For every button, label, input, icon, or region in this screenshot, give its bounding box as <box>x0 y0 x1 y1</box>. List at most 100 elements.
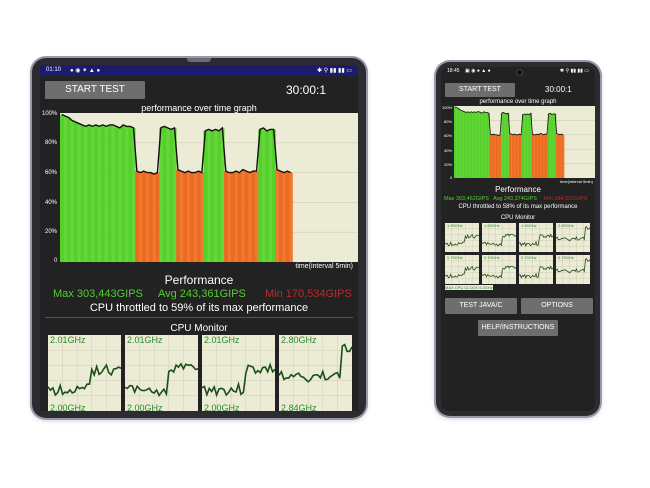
right-graph-bar <box>525 114 528 178</box>
left-graph-bar <box>261 127 266 262</box>
left-graph-bar <box>83 126 88 262</box>
right-graph-bar <box>515 134 518 178</box>
left-graph-bar <box>111 124 116 262</box>
left-hinge <box>187 58 211 62</box>
right-graph-bar <box>463 111 466 178</box>
right-graph-bar <box>541 134 544 178</box>
right-graph-bar <box>555 133 558 178</box>
left-graph-bar <box>101 124 105 262</box>
left-graph-title: performance over time graph <box>141 103 257 113</box>
left-cpu-graph-2 <box>125 335 198 411</box>
right-cpu-freq-7: 0.79GHz <box>521 255 537 260</box>
left-graph-bar <box>241 169 245 262</box>
right-cpu-monitor-8: 0.79GHz <box>556 255 590 284</box>
right-phone: 18:45 ▣ ◉ ● ▲ ● ✱ ⚲ ▮▮ ▮▮ ▭ START TEST 3… <box>436 62 600 416</box>
left-graph-bar <box>186 171 191 262</box>
right-graph-bar <box>542 134 545 178</box>
left-cpu-bottom-freq-2: 2.00GHz <box>127 403 163 411</box>
left-graph-bar <box>90 126 95 262</box>
right-avg-value: Avg 243,374GIPS <box>493 196 537 202</box>
right-graph-bar <box>499 134 502 178</box>
right-graph-bar <box>454 106 457 178</box>
right-graph-bar <box>520 134 523 178</box>
left-cpu-monitor-3: 2.01GHz 2.00GHz <box>202 335 275 411</box>
right-graph-bar <box>517 134 520 178</box>
left-avg-value: Avg 243,361GIPS <box>158 288 246 300</box>
right-graph-bar <box>492 134 495 178</box>
left-ytick-20: 20% <box>45 229 58 235</box>
right-cpu-monitor-trace <box>556 226 590 242</box>
left-ytick-80: 80% <box>45 140 58 146</box>
left-cpu-monitor-trace <box>202 362 275 398</box>
options-button[interactable]: OPTIONS <box>521 298 593 314</box>
right-start-test-button[interactable]: START TEST <box>445 83 515 97</box>
left-graph-bar <box>183 172 187 262</box>
left-graph-bar <box>237 172 242 262</box>
right-graph-bar <box>494 134 497 178</box>
right-graph-bar <box>458 109 461 178</box>
right-graph-bar <box>478 111 481 178</box>
left-graph-bar <box>162 126 167 262</box>
right-graph-bar <box>551 114 554 178</box>
right-graph-bar <box>460 110 463 178</box>
right-ytick-0: 0 <box>450 175 453 180</box>
right-graph-bar <box>510 134 513 178</box>
left-graph-bar <box>87 124 92 262</box>
right-graph-bar <box>536 134 539 178</box>
right-cpu-graph-1 <box>445 223 479 252</box>
test-java-c-button[interactable]: TEST JAVA/C <box>445 298 517 314</box>
left-graph-bar <box>176 169 181 262</box>
right-graph-bar <box>554 113 557 178</box>
left-graph-bar <box>179 171 184 262</box>
left-cpu-monitor-1: 2.01GHz 2.00GHz <box>48 335 121 411</box>
right-status-icons: ▣ ◉ ● ▲ ● <box>465 68 491 74</box>
left-graph-bar <box>142 171 146 262</box>
left-start-test-button[interactable]: START TEST <box>45 81 145 99</box>
left-phone: 01:10 ● ◉ ⁕ ▲ ● ✱ ⚲ ▮▮ ▮▮ ▭ START TEST 3… <box>32 58 366 418</box>
help-instructions-button[interactable]: HELP/INSTRUCTIONS <box>478 320 558 336</box>
right-cpu-freq-2: 1.99GHz <box>484 223 500 228</box>
right-cpu-graph-8 <box>556 255 590 284</box>
right-graph-bar <box>546 134 549 178</box>
left-graph-bar <box>148 172 153 262</box>
right-cpu-freq-1: 1.99GHz <box>447 223 463 228</box>
right-graph-bar <box>531 134 534 178</box>
left-graph-bar <box>189 172 194 262</box>
left-graph-bar <box>152 174 157 262</box>
left-graph-bar <box>224 171 228 262</box>
right-cpu-monitor-6: 0.79GHz <box>482 255 516 284</box>
left-cpu-graph-1 <box>48 335 121 411</box>
left-cpu-monitor-trace <box>279 343 352 383</box>
right-graph-bar <box>502 112 505 178</box>
right-ytick-80: 80% <box>444 119 453 124</box>
right-graph-bar <box>507 113 510 178</box>
right-ytick-40: 40% <box>444 148 453 153</box>
left-cpu-graph-4 <box>279 335 352 411</box>
left-graph-bar <box>289 172 293 262</box>
left-graph-bar <box>131 127 136 262</box>
right-graph-bar <box>559 134 562 178</box>
left-ytick-100: 100% <box>42 111 58 117</box>
left-ytick-40: 40% <box>45 200 58 206</box>
left-graph-bar <box>159 127 163 262</box>
right-graph-bar <box>538 134 541 178</box>
right-cpu-graph-2 <box>482 223 516 252</box>
right-cpu-monitor-trace <box>556 258 590 274</box>
right-performance-title: Performance <box>495 185 541 194</box>
right-graph-performance-line <box>454 106 564 136</box>
right-cpu-monitor-trace <box>519 265 553 279</box>
right-screen: 18:45 ▣ ◉ ● ▲ ● ✱ ⚲ ▮▮ ▮▮ ▭ START TEST 3… <box>441 67 595 411</box>
left-graph-bar <box>169 129 174 262</box>
left-graph-bar <box>172 127 177 262</box>
left-graph-bar <box>244 171 249 262</box>
left-screen: 01:10 ● ◉ ⁕ ▲ ● ✱ ⚲ ▮▮ ▮▮ ▭ START TEST 3… <box>40 65 358 411</box>
left-x-axis-label: time(interval 5min) <box>295 263 353 270</box>
right-ytick-20: 20% <box>444 162 453 167</box>
right-graph-bar <box>496 134 499 178</box>
right-graph-bar <box>466 111 469 178</box>
right-graph-bar <box>534 134 537 178</box>
right-status-right-icons: ✱ ⚲ ▮▮ ▮▮ ▭ <box>559 68 589 74</box>
right-performance-graph <box>454 106 595 178</box>
left-graph-bar <box>155 172 160 262</box>
left-graph-bar <box>217 130 222 262</box>
